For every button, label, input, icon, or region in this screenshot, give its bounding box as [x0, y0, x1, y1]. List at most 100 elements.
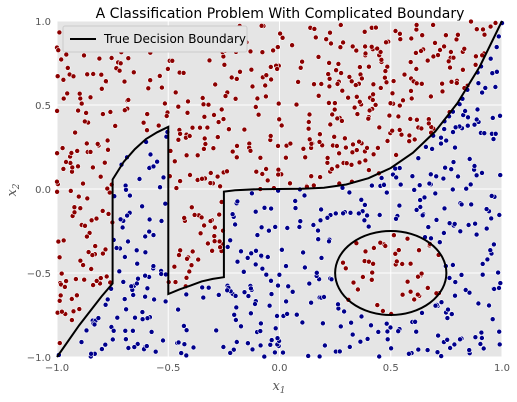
data-point [232, 221, 238, 228]
data-point [376, 212, 383, 218]
data-point [440, 175, 447, 182]
data-point [169, 57, 176, 64]
data-point [144, 111, 150, 117]
data-point [275, 282, 281, 289]
data-point [277, 30, 283, 37]
data-point [123, 187, 129, 193]
data-point [317, 174, 323, 180]
data-point [399, 261, 406, 267]
data-point [315, 236, 322, 242]
data-point [205, 101, 212, 108]
data-point [479, 89, 485, 96]
data-point [428, 93, 434, 100]
data-point [76, 90, 83, 97]
data-point [434, 349, 441, 356]
data-point [122, 254, 128, 260]
data-point [415, 155, 422, 161]
data-point [389, 90, 396, 97]
data-point [123, 336, 129, 343]
data-point [353, 147, 360, 153]
data-point [357, 64, 363, 70]
x-axis-ticks: −1.0 −0.5 0.0 0.5 1.0 [45, 363, 510, 374]
data-point [234, 258, 241, 265]
chart-title: A Classification Problem With Complicate… [96, 6, 465, 22]
data-point [376, 124, 383, 131]
data-point [114, 314, 121, 321]
data-point [340, 39, 346, 46]
data-point [275, 171, 282, 178]
data-point [248, 66, 255, 73]
data-point [139, 316, 146, 323]
data-point [320, 320, 326, 327]
data-point [433, 217, 440, 223]
data-point [439, 88, 446, 95]
data-point [383, 79, 390, 86]
data-point [483, 206, 490, 212]
data-point [444, 315, 451, 321]
data-point [102, 246, 109, 253]
data-point [76, 306, 83, 312]
data-point [326, 60, 332, 66]
data-point [425, 120, 432, 127]
data-point [489, 316, 496, 323]
data-point [487, 247, 494, 253]
data-point [278, 122, 285, 129]
data-point [162, 298, 169, 305]
data-point [124, 212, 130, 219]
data-point [441, 126, 448, 132]
data-point [413, 328, 420, 335]
data-point [292, 198, 299, 204]
data-point [56, 340, 63, 346]
data-point [214, 173, 221, 180]
data-point [376, 353, 383, 360]
data-point [285, 283, 292, 290]
data-point [160, 174, 167, 181]
data-point [453, 36, 460, 43]
data-point [491, 241, 497, 248]
data-point [238, 323, 244, 330]
data-point [254, 95, 261, 102]
data-point [346, 344, 353, 350]
data-point [364, 212, 370, 219]
data-point [183, 291, 190, 298]
data-point [211, 233, 218, 239]
data-point [486, 302, 492, 309]
data-point [204, 124, 211, 131]
data-point [423, 144, 429, 150]
data-point [489, 115, 496, 121]
data-point [57, 292, 64, 299]
data-point [186, 133, 193, 139]
data-point [306, 280, 313, 287]
data-point [253, 248, 259, 254]
data-point [371, 245, 377, 251]
data-point [446, 275, 453, 281]
data-point [372, 102, 379, 108]
data-point [369, 182, 375, 189]
data-point [91, 321, 98, 328]
data-point [378, 56, 385, 63]
data-point [276, 271, 283, 278]
data-point [432, 190, 439, 197]
data-point [413, 50, 419, 56]
data-point [362, 43, 368, 50]
data-point [450, 129, 456, 135]
data-point [352, 82, 359, 88]
x-tick-label: −1.0 [45, 363, 69, 374]
data-point [175, 339, 182, 346]
data-point [331, 106, 338, 113]
data-point [475, 80, 482, 86]
data-point [490, 136, 497, 142]
decision-boundary [56, 20, 503, 358]
data-point [197, 124, 203, 131]
data-point [300, 146, 307, 152]
data-point [424, 285, 431, 291]
data-point [157, 184, 163, 190]
data-point [257, 155, 264, 161]
data-point [125, 345, 132, 351]
data-point [228, 74, 235, 81]
data-point [436, 239, 443, 245]
data-point [89, 252, 96, 258]
data-point [249, 190, 255, 197]
data-point [263, 72, 270, 78]
data-point [77, 257, 84, 264]
